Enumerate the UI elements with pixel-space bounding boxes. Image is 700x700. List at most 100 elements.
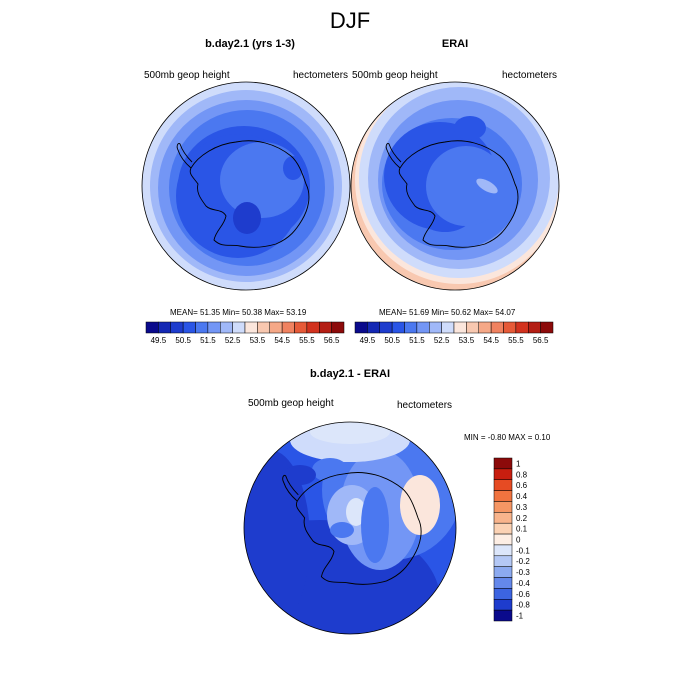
colorbar-cell [416, 321, 430, 334]
colorbar-cell [493, 479, 513, 491]
colorbar-tick-label: 56.5 [324, 336, 340, 345]
colorbar-tick-label: 0.3 [516, 503, 528, 512]
colorbar-tick-label: 56.5 [533, 336, 549, 345]
colorbar-cell [515, 321, 529, 334]
right-panel-title: ERAI [441, 38, 469, 50]
colorbar-cell [493, 588, 513, 600]
colorbar-tick-label: -0.4 [516, 579, 530, 588]
colorbar-tick-label: 55.5 [299, 336, 315, 345]
colorbar-tick-label: 54.5 [274, 336, 290, 345]
left-colorbar: 49.5 50.5 51.5 52.5 53.5 54.5 55.5 56.5 [145, 321, 345, 345]
colorbar-cell [306, 321, 320, 334]
right-colorbar: 49.5 50.5 51.5 52.5 53.5 54.5 55.5 56.5 [354, 321, 554, 345]
right-panel-stats: MEAN= 51.69 Min= 50.62 Max= 54.07 [379, 308, 516, 317]
diff-map [243, 421, 457, 635]
colorbar-cell [379, 321, 393, 334]
colorbar-cell [493, 490, 513, 502]
left-region-plateau [220, 142, 304, 218]
colorbar-tick-label: 53.5 [459, 336, 475, 345]
colorbar-cell [466, 321, 479, 334]
right-map [350, 81, 560, 291]
colorbar-cell [207, 321, 221, 334]
diff-panel-title: b.day2.1 - ERAI [309, 368, 391, 380]
colorbar-cell [493, 468, 513, 480]
colorbar-tick-label: -0.1 [516, 546, 530, 555]
left-panel-variable-label: 500mb geop height [144, 70, 230, 81]
colorbar-tick-label: 0.8 [516, 470, 528, 479]
colorbar-cell [453, 321, 467, 334]
colorbar-tick-label: 0.4 [516, 492, 528, 501]
colorbar-tick-label: 50.5 [175, 336, 191, 345]
colorbar-tick-label: 0.6 [516, 481, 528, 490]
colorbar-cell [441, 321, 455, 334]
colorbar-tick-label: 53.5 [250, 336, 266, 345]
colorbar-cell [493, 501, 513, 513]
right-region-plateau [426, 146, 506, 226]
colorbar-cell [331, 321, 345, 334]
colorbar-tick-label: 52.5 [225, 336, 241, 345]
colorbar-cell [540, 321, 554, 334]
left-panel-stats: MEAN= 51.35 Min= 50.38 Max= 53.19 [170, 308, 307, 317]
colorbar-tick-label: 0.1 [516, 525, 528, 534]
right-panel-units-label: hectometers [502, 70, 558, 81]
colorbar-tick-label: 55.5 [508, 336, 524, 345]
colorbar-tick-label: 51.5 [409, 336, 425, 345]
diff-panel-units-label: hectometers [397, 400, 453, 411]
colorbar-cell [244, 321, 258, 334]
colorbar-cell [269, 321, 283, 334]
colorbar-tick-label: 0.2 [516, 514, 528, 523]
colorbar-cell [493, 555, 513, 567]
colorbar-tick-label: 51.5 [200, 336, 216, 345]
colorbar-cell [493, 544, 513, 557]
colorbar-cell [493, 512, 513, 524]
colorbar-tick-label: 52.5 [434, 336, 450, 345]
left-panel-title: b.day2.1 (yrs 1-3) [205, 38, 295, 50]
diff-panel-variable-label: 500mb geop height [248, 398, 334, 409]
colorbar-cell [493, 457, 513, 470]
colorbar-cell [490, 321, 504, 334]
left-map-border [141, 81, 351, 291]
colorbar-cell [493, 566, 513, 578]
colorbar-cell [493, 577, 513, 589]
colorbar-cell [158, 321, 171, 334]
colorbar-tick-label: -0.2 [516, 557, 530, 566]
colorbar-cell [478, 321, 492, 334]
colorbar-tick-label: -0.6 [516, 590, 530, 599]
colorbar-cell [257, 321, 270, 334]
colorbar-cell [170, 321, 184, 334]
diff-colorbar: 1 0.8 0.6 0.4 0.3 0.2 0.1 0-0.1 -0.2 -0.3 -0.4 -0.6… [493, 457, 530, 622]
colorbar-tick-label: -1 [516, 612, 524, 621]
colorbar-tick-label: -0.3 [516, 568, 530, 577]
diff-panel-stats: MIN = -0.80 MAX = 0.10 [464, 433, 551, 442]
left-map [141, 81, 351, 291]
left-region-ross-low [233, 202, 261, 234]
colorbar-cell [232, 321, 246, 334]
colorbar-cell [493, 522, 513, 535]
right-map-border [350, 81, 560, 291]
colorbar-cell [503, 321, 517, 334]
colorbar-tick-label: 0 [516, 536, 521, 545]
left-panel-units-label: hectometers [293, 70, 349, 81]
colorbar-cell [493, 533, 513, 546]
colorbar-cell [367, 321, 380, 334]
colorbar-cell [404, 321, 418, 334]
colorbar-cell [493, 609, 513, 622]
colorbar-cell [220, 321, 233, 334]
colorbar-cell [195, 321, 209, 334]
colorbar-cell [281, 321, 295, 334]
colorbar-cell [319, 321, 332, 334]
colorbar-cell [429, 321, 442, 334]
colorbar-tick-label: 54.5 [483, 336, 499, 345]
right-panel-variable-label: 500mb geop height [352, 70, 438, 81]
colorbar-cell [354, 321, 368, 334]
colorbar-cell [391, 321, 405, 334]
diff-map-border [243, 421, 457, 635]
colorbar-tick-label: 49.5 [151, 336, 167, 345]
figure-title: DJF [329, 8, 371, 33]
diff-region-positive [400, 475, 440, 535]
colorbar-cell [145, 321, 159, 334]
colorbar-cell [528, 321, 541, 334]
colorbar-tick-label: 49.5 [360, 336, 376, 345]
colorbar-tick-label: 1 [516, 459, 521, 468]
colorbar-tick-label: -0.8 [516, 601, 530, 610]
